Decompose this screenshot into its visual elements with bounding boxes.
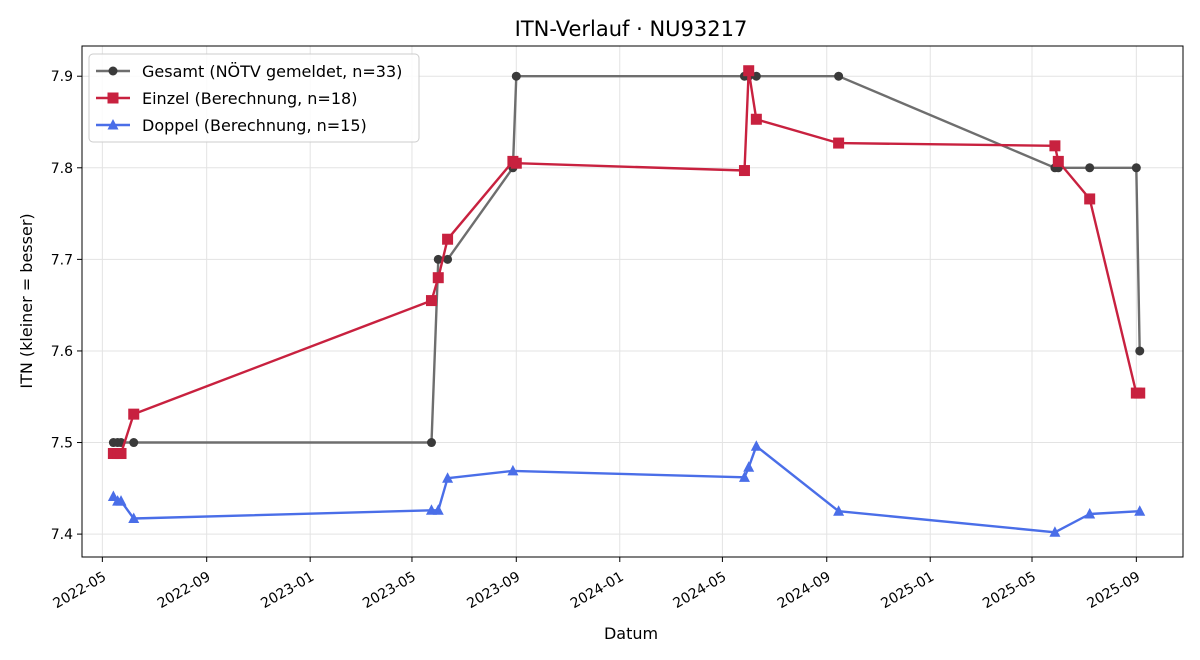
- x-axis-label: Datum: [604, 624, 658, 643]
- y-tick-label: 7.6: [51, 344, 73, 360]
- data-point: [743, 65, 755, 77]
- data-point: [510, 157, 522, 169]
- data-point: [426, 438, 436, 448]
- data-point: [738, 165, 750, 177]
- legend-label: Doppel (Berechnung, n=15): [142, 116, 367, 135]
- x-tick-label: 2025-09: [1084, 569, 1143, 612]
- data-point: [443, 254, 453, 264]
- x-tick-label: 2024-05: [671, 569, 730, 612]
- data-point: [833, 505, 845, 516]
- data-point: [833, 137, 845, 149]
- data-point: [433, 254, 443, 264]
- legend-swatch-marker: [107, 92, 119, 104]
- x-tick-label: 2023-05: [360, 569, 419, 612]
- plot-frame: [81, 45, 1184, 558]
- x-tick-label: 2024-01: [568, 569, 627, 612]
- x-tick-label: 2023-01: [258, 569, 317, 612]
- data-point: [425, 295, 437, 307]
- data-point: [834, 71, 844, 81]
- x-tick-label: 2024-09: [775, 569, 834, 612]
- data-point: [1049, 526, 1061, 537]
- data-point: [1049, 140, 1061, 152]
- data-point: [750, 440, 762, 451]
- y-tick-label: 7.9: [51, 69, 73, 85]
- data-point: [1085, 163, 1095, 173]
- series-line: [113, 69, 1140, 455]
- data-point: [511, 71, 521, 81]
- y-tick-label: 7.7: [51, 252, 73, 268]
- y-tick-label: 7.4: [51, 527, 73, 543]
- legend-swatch-marker: [107, 119, 119, 130]
- data-point: [432, 272, 444, 284]
- series-triangle: [107, 440, 1146, 537]
- data-point: [442, 233, 454, 245]
- data-point: [1084, 507, 1096, 519]
- legend-box: [88, 53, 420, 143]
- data-point: [1134, 505, 1146, 516]
- data-point: [432, 504, 444, 515]
- data-point: [750, 113, 762, 125]
- legend-swatch-marker: [108, 66, 118, 76]
- y-axis: 7.4 7.5 7.6 7.7 7.8 7.9: [51, 69, 82, 543]
- series-line: [112, 445, 1140, 534]
- data-point: [743, 461, 755, 472]
- data-point: [128, 512, 140, 524]
- series-layer: [107, 65, 1146, 537]
- data-point: [1131, 163, 1141, 173]
- data-point: [738, 471, 750, 482]
- data-point: [1052, 155, 1064, 167]
- data-point: [1134, 387, 1146, 399]
- data-point: [1135, 346, 1145, 356]
- x-tick-label: 2022-05: [50, 569, 109, 612]
- legend-item: Gesamt (NÖTV gemeldet, n=33): [96, 62, 402, 81]
- x-tick-label: 2023-09: [464, 569, 523, 612]
- data-point: [1084, 193, 1096, 205]
- data-point: [115, 448, 127, 460]
- legend-label: Gesamt (NÖTV gemeldet, n=33): [142, 62, 402, 81]
- legend-label: Einzel (Berechnung, n=18): [142, 89, 357, 108]
- data-point: [128, 408, 140, 420]
- data-point: [442, 472, 454, 483]
- data-point: [507, 464, 519, 476]
- legend-item: Einzel (Berechnung, n=18): [96, 89, 357, 108]
- y-tick-label: 7.8: [51, 161, 73, 177]
- y-axis-label: ITN (kleiner = besser): [17, 213, 36, 388]
- data-point: [115, 495, 127, 506]
- y-tick-label: 7.5: [51, 436, 73, 452]
- chart-title: ITN-Verlauf · NU93217: [515, 17, 748, 41]
- data-point: [129, 438, 139, 448]
- legend-item: Doppel (Berechnung, n=15): [96, 116, 367, 135]
- x-tick-label: 2022-09: [155, 569, 214, 612]
- x-tick-label: 2025-01: [878, 569, 937, 612]
- legend: Gesamt (NÖTV gemeldet, n=33) Einzel (Bere…: [88, 53, 420, 143]
- x-axis: 2022-05 2022-09 2023-01 2023-05 2023-09 2024-…: [50, 557, 1143, 612]
- series-square: [107, 65, 1146, 460]
- x-tick-label: 2025-05: [980, 569, 1039, 612]
